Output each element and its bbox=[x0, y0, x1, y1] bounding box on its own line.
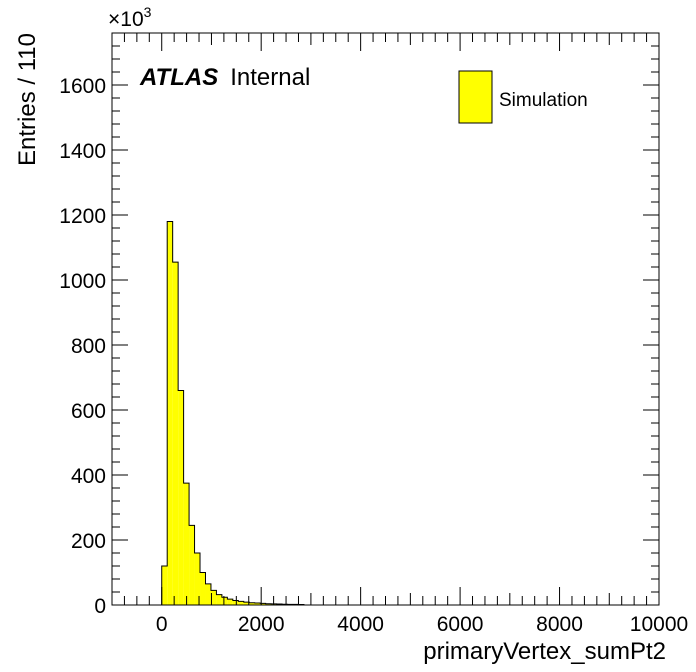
x-tick-label: 4000 bbox=[337, 613, 384, 636]
histogram-outline bbox=[161, 221, 305, 606]
histogram-bar bbox=[232, 600, 239, 605]
histogram-bar bbox=[183, 483, 190, 605]
y-tick-labels: 0 200 400 600 800 1000 1200 1400 1600 bbox=[59, 75, 106, 618]
x-tick-label: 10000 bbox=[630, 613, 688, 636]
plot-frame bbox=[111, 32, 660, 606]
histogram-bar bbox=[221, 597, 228, 605]
axis-ticks bbox=[111, 32, 660, 606]
x-axis-label: primaryVertex_sumPt2 bbox=[423, 638, 666, 665]
legend: Simulation bbox=[458, 70, 588, 124]
legend-swatch-simulation bbox=[458, 70, 493, 124]
histogram-bar bbox=[265, 603, 272, 605]
legend-label-simulation: Simulation bbox=[499, 90, 588, 111]
x-tick-label: 0 bbox=[156, 613, 168, 636]
x-tick-label: 6000 bbox=[437, 613, 484, 636]
histogram-bar bbox=[260, 603, 266, 605]
x-tick-labels: 0 2000 4000 6000 8000 10000 bbox=[156, 613, 688, 636]
y-tick-label: 800 bbox=[71, 335, 106, 358]
histogram-bars bbox=[161, 221, 305, 606]
x-tick-label: 8000 bbox=[536, 613, 583, 636]
histogram-bar bbox=[227, 599, 233, 605]
histogram-bar bbox=[200, 572, 206, 605]
y-axis-exponent: ×103 bbox=[108, 4, 152, 31]
y-tick-label: 400 bbox=[71, 465, 106, 488]
histogram-bar bbox=[178, 390, 184, 605]
histogram-bar bbox=[216, 594, 222, 605]
x-tick-label: 2000 bbox=[238, 613, 285, 636]
histogram-bar bbox=[189, 525, 195, 605]
histogram-bar bbox=[167, 221, 173, 605]
y-tick-label: 1200 bbox=[59, 205, 106, 228]
histogram-bar bbox=[205, 583, 211, 605]
histogram-bar bbox=[210, 590, 217, 605]
histogram-bar bbox=[238, 601, 244, 605]
histogram-bar bbox=[172, 262, 179, 605]
y-axis-label: Entries / 110 bbox=[14, 33, 41, 166]
histogram-bar bbox=[194, 553, 201, 605]
histogram-bar bbox=[254, 603, 261, 605]
y-tick-label: 1000 bbox=[59, 270, 106, 293]
histogram-bar bbox=[249, 602, 255, 605]
histogram-bar bbox=[161, 566, 168, 605]
y-tick-label: 600 bbox=[71, 400, 106, 423]
y-tick-label: 1400 bbox=[59, 140, 106, 163]
histogram-bar bbox=[243, 602, 250, 605]
y-tick-label: 0 bbox=[94, 595, 106, 618]
y-tick-label: 200 bbox=[71, 530, 106, 553]
atlas-label: ATLAS Internal bbox=[139, 64, 310, 91]
y-tick-label: 1600 bbox=[59, 75, 106, 98]
